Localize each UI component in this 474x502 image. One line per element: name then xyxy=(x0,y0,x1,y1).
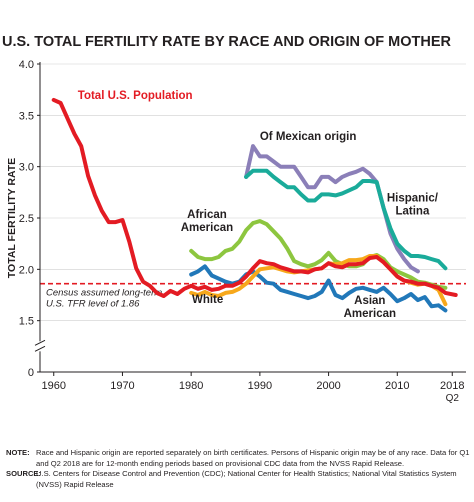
x-tick-label: 1970 xyxy=(110,380,134,392)
x-tick-label: 2018 xyxy=(440,380,464,392)
y-axis-title: TOTAL FERTILITY RATE xyxy=(6,158,18,278)
series-line-asian-american xyxy=(189,264,448,313)
y-tick-label: 1.5 xyxy=(19,316,34,328)
note-text: Race and Hispanic origin are reported se… xyxy=(36,448,470,468)
series-label-white: White xyxy=(192,294,223,306)
series-label-of-mexican-origin: Of Mexican origin xyxy=(260,131,357,143)
series-line-total-u-s-population xyxy=(51,97,458,298)
x-tick-label: 1980 xyxy=(179,380,203,392)
axis-break-mark xyxy=(34,339,46,352)
chart-title: U.S. TOTAL FERTILITY RATE BY RACE AND OR… xyxy=(2,34,451,50)
x-tick-label: 1960 xyxy=(41,380,65,392)
series-label-hispanic-latina: Hispanic/Latina xyxy=(387,193,439,218)
y-tick-label: 3.5 xyxy=(19,110,34,122)
note-label: NOTE: xyxy=(6,448,30,457)
source-text: U.S. Centers for Disease Control and Pre… xyxy=(36,469,457,489)
series-label-african-american: African American xyxy=(181,209,233,234)
x-tick-label: 2000 xyxy=(316,380,340,392)
y-tick-label: 0 xyxy=(28,367,34,379)
source-label: SOURCE: xyxy=(6,469,42,478)
x-tick-label: 2010 xyxy=(385,380,409,392)
y-tick-label: 4.0 xyxy=(19,59,34,71)
series-line-african-american xyxy=(189,219,448,290)
note-row: NOTE: Race and Hispanic origin are repor… xyxy=(6,448,470,469)
x-tick-sublabel: Q2 xyxy=(446,393,460,404)
reference-line-label: U.S. TFR level of 1.86 xyxy=(46,299,140,310)
chart-notes: NOTE: Race and Hispanic origin are repor… xyxy=(6,448,470,490)
series-label-total-u-s-population: Total U.S. Population xyxy=(78,90,193,102)
reference-line-label: Census assumed long-term xyxy=(46,288,162,299)
series-line-of-mexican-origin xyxy=(244,144,420,274)
series-label-asian-american: Asian American xyxy=(344,295,396,320)
y-tick-label: 3.0 xyxy=(19,162,34,174)
y-tick-label: 2.0 xyxy=(19,264,34,276)
x-tick-label: 1990 xyxy=(248,380,272,392)
y-tick-label: 2.5 xyxy=(19,213,34,225)
axis-break-gap xyxy=(36,341,44,352)
series-line-hispanic-latina xyxy=(244,168,448,271)
source-row: SOURCE: U.S. Centers for Disease Control… xyxy=(6,469,470,490)
